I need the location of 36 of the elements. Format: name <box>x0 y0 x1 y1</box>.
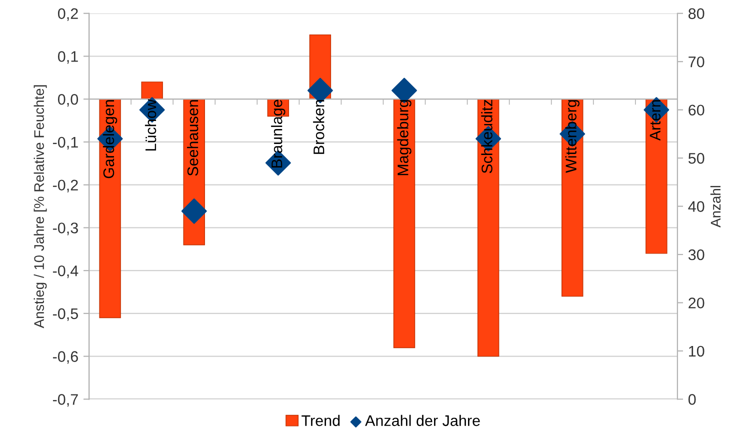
x-tick-label: Wittenberg <box>565 100 580 173</box>
x-tick-label: Lüchow <box>144 99 156 151</box>
y2-tick-label: 30 <box>688 249 704 260</box>
legend-label: Trend <box>302 414 340 426</box>
bar <box>99 98 121 318</box>
y-tick-label: -0,7 <box>52 394 78 407</box>
y-tick-label: -0,2 <box>52 180 78 192</box>
x-tick-label: Magdeburg <box>397 100 412 176</box>
y2-axis-title: Anzahl <box>710 186 721 228</box>
y2-tick-label: 60 <box>688 104 704 116</box>
x-tick-label: Schkeuditz <box>481 100 492 174</box>
x-tick-label: Braunlage <box>271 100 286 168</box>
y-tick-label: -0,1 <box>52 136 78 150</box>
y-tick-label: -0,4 <box>52 265 78 278</box>
y2-tick-label: 10 <box>689 346 704 357</box>
point <box>181 198 207 224</box>
x-tick-label: Brocken <box>313 100 324 154</box>
y-tick-label: 0,1 <box>58 51 78 64</box>
y-tick-label: 0,2 <box>58 8 78 21</box>
legend-label: Anzahl der Jahre <box>365 414 480 426</box>
y-tick-label: 0,0 <box>58 94 78 107</box>
y2-tick-label: 0 <box>688 394 696 405</box>
y2-tick-label: 80 <box>688 8 704 20</box>
y2-tick-label: 50 <box>688 152 704 164</box>
x-tick-label: Seehausen <box>186 100 198 176</box>
x-tick-label: Gardelegen <box>102 100 118 178</box>
y-tick-label: -0,6 <box>52 351 78 364</box>
y2-tick-label: 40 <box>688 201 704 212</box>
bar <box>393 98 416 348</box>
y-tick-label: -0,5 <box>52 308 78 321</box>
y2-tick-label: 20 <box>688 298 704 308</box>
x-tick-label: Artern <box>650 100 661 141</box>
y2-tick-label: 70 <box>688 56 704 68</box>
y-tick-label: -0,3 <box>52 222 78 236</box>
bar <box>141 82 163 100</box>
y-axis-title: Anstieg / 10 Jahre [% Relative Feuchte] <box>34 85 47 328</box>
